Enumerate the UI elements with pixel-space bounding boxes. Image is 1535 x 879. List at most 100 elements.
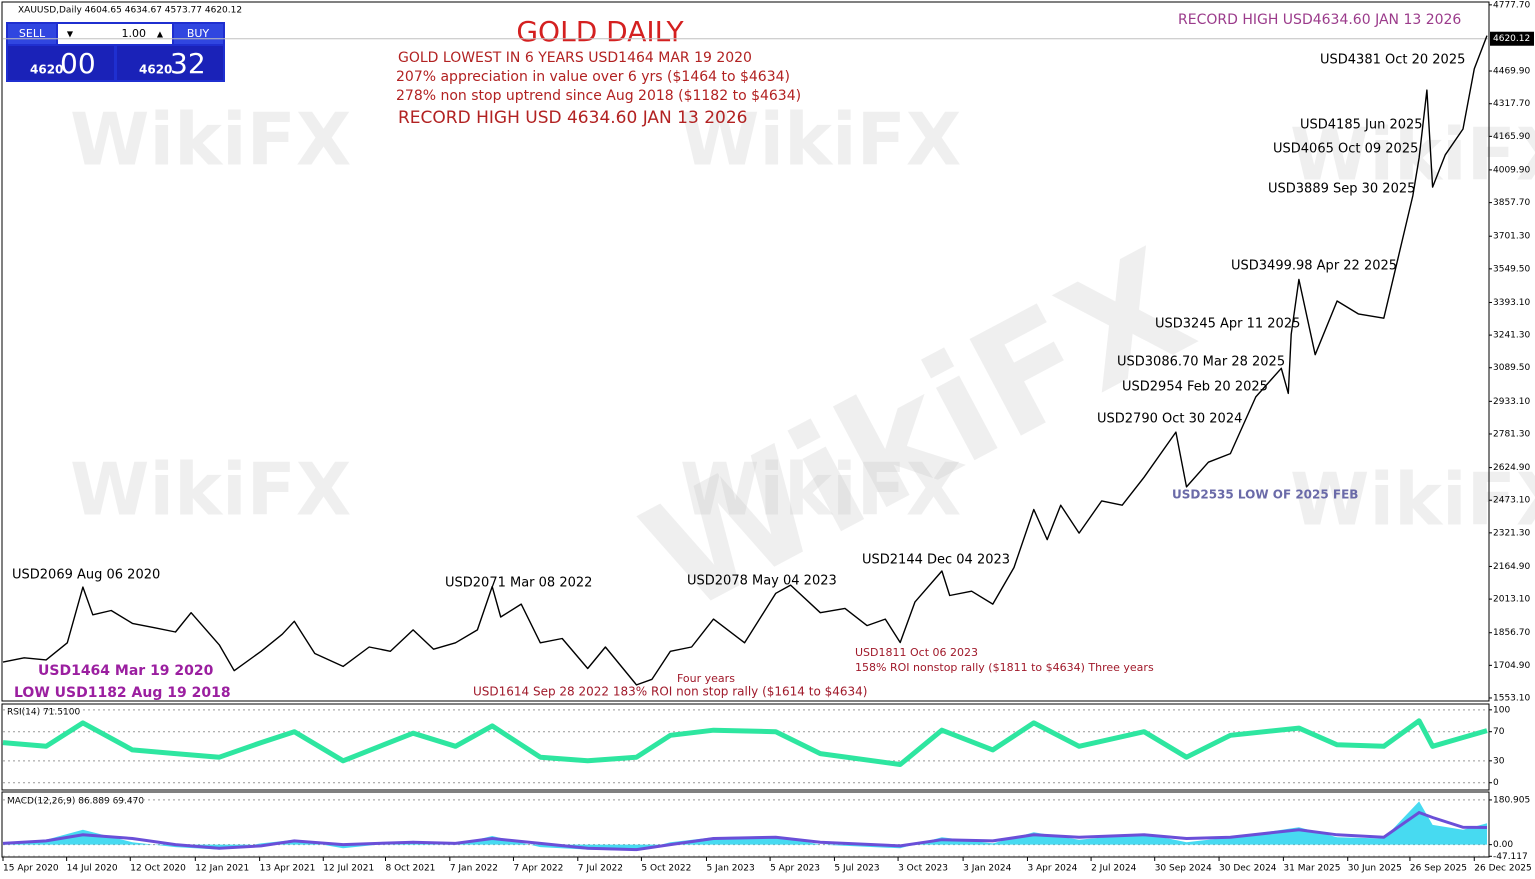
x-tick-label: 30 Dec 2024 <box>1219 864 1277 874</box>
annotation: USD2954 Feb 20 2025 <box>1122 380 1268 395</box>
macd-signal <box>2 810 1488 852</box>
bid-big: 4620 <box>30 63 63 77</box>
annotation: USD3499.98 Apr 22 2025 <box>1231 259 1397 274</box>
annotation: USD1614 Sep 28 2022 183% ROI non stop ra… <box>473 685 867 699</box>
rsi-title: RSI(14) 71.5100 <box>7 708 80 718</box>
annotation: USD4381 Oct 20 2025 <box>1320 53 1465 68</box>
macd-title: MACD(12,26,9) 86.889 69.470 <box>7 797 144 807</box>
ask-big: 4620 <box>139 63 172 77</box>
lot-value[interactable]: 1.00 <box>122 27 147 40</box>
x-tick-label: 14 Jul 2020 <box>67 864 118 874</box>
x-tick-label: 5 Oct 2022 <box>641 864 691 874</box>
x-tick-label: 2 Jul 2024 <box>1091 864 1136 874</box>
y-tick-label: 4469.90 <box>1493 67 1530 77</box>
x-tick-label: 12 Jan 2021 <box>195 864 249 874</box>
buy-label[interactable]: BUY <box>187 27 210 40</box>
y-tick-label: -47.117 <box>1493 852 1528 862</box>
x-tick-label: 7 Jan 2022 <box>450 864 498 874</box>
annotation: USD2535 LOW OF 2025 FEB <box>1172 488 1358 502</box>
price-line-series <box>2 35 1488 686</box>
y-tick-label: 3393.10 <box>1493 298 1530 308</box>
x-tick-label: 3 Oct 2023 <box>898 864 948 874</box>
trade-panel: SELL ▼ 1.00 ▲ BUY 4620 00 4620 32 <box>6 22 225 82</box>
x-tick-label: 13 Apr 2021 <box>260 864 316 874</box>
rsi-panel <box>1 703 1490 791</box>
y-tick-label: 3089.50 <box>1493 363 1530 373</box>
ask-box[interactable] <box>117 46 223 80</box>
annotation: USD2069 Aug 06 2020 <box>12 568 160 583</box>
x-tick-label: 3 Jan 2024 <box>963 864 1011 874</box>
annotation: Four years <box>677 672 735 685</box>
annotation: USD4065 Oct 09 2025 <box>1273 142 1418 157</box>
macd-panel <box>1 791 1490 858</box>
lot-input[interactable] <box>58 24 172 44</box>
y-tick-label: 2473.10 <box>1493 496 1530 506</box>
x-tick-label: 7 Apr 2022 <box>513 864 563 874</box>
annotation: 278% non stop uptrend since Aug 2018 ($1… <box>396 88 801 104</box>
annotation: USD2144 Dec 04 2023 <box>862 553 1010 568</box>
y-tick-label: 4009.90 <box>1493 165 1530 175</box>
price-panel <box>1 1 1490 702</box>
bid-box[interactable] <box>8 46 114 80</box>
y-tick-label: 2164.90 <box>1493 562 1530 572</box>
y-tick-label: 3241.30 <box>1493 331 1530 341</box>
ask-small: 32 <box>170 47 206 80</box>
annotation: USD3245 Apr 11 2025 <box>1155 317 1300 332</box>
y-tick-label: 1704.90 <box>1493 661 1530 671</box>
annotation: LOW USD1182 Aug 19 2018 <box>14 685 231 701</box>
y-tick-label: 4777.70 <box>1493 0 1530 10</box>
y-tick-label: 0 <box>1493 778 1499 788</box>
y-tick-label: 3549.50 <box>1493 264 1530 274</box>
price-label: 4620.12 <box>1493 34 1530 44</box>
symbol-info: XAUUSD,Daily 4604.65 4634.67 4573.77 462… <box>18 6 242 16</box>
x-tick-label: 30 Sep 2024 <box>1155 864 1212 874</box>
x-tick-label: 3 Apr 2024 <box>1027 864 1077 874</box>
annotation: RECORD HIGH USD 4634.60 JAN 13 2026 <box>398 108 747 128</box>
y-tick-label: 70 <box>1493 727 1505 737</box>
annotation: 158% ROI nonstop rally ($1811 to $4634) … <box>855 661 1154 674</box>
macd-histogram <box>3 801 1487 851</box>
annotation: USD2790 Oct 30 2024 <box>1097 412 1242 427</box>
annotation: USD1811 Oct 06 2023 <box>855 646 978 659</box>
sell-label[interactable]: SELL <box>19 27 46 40</box>
y-tick-label: 0.00 <box>1493 840 1513 850</box>
annotation: RECORD HIGH USD4634.60 JAN 13 2026 <box>1178 12 1461 28</box>
annotation: USD2071 Mar 08 2022 <box>445 576 592 591</box>
annotation: USD2078 May 04 2023 <box>687 574 837 589</box>
annotation: USD1464 Mar 19 2020 <box>38 663 214 679</box>
y-tick-label: 2321.30 <box>1493 528 1530 538</box>
y-tick-label: 1856.70 <box>1493 628 1530 638</box>
y-tick-label: 180.905 <box>1493 795 1530 805</box>
price-label-box <box>1490 31 1534 46</box>
x-tick-label: 26 Sep 2025 <box>1410 864 1467 874</box>
bid-small: 00 <box>60 47 96 80</box>
x-tick-label: 30 Jun 2025 <box>1348 864 1402 874</box>
annotation: USD3889 Sep 30 2025 <box>1268 182 1415 197</box>
x-tick-label: 12 Jul 2021 <box>323 864 374 874</box>
x-tick-label: 7 Jul 2022 <box>578 864 623 874</box>
x-tick-label: 31 Mar 2025 <box>1283 864 1340 874</box>
x-tick-label: 5 Jan 2023 <box>706 864 754 874</box>
y-tick-label: 3701.30 <box>1493 232 1530 242</box>
lot-down[interactable]: ▼ <box>67 30 74 39</box>
annotation: USD3086.70 Mar 28 2025 <box>1117 355 1285 370</box>
y-tick-label: 2933.10 <box>1493 397 1530 407</box>
y-tick-label: 2624.90 <box>1493 463 1530 473</box>
x-tick-label: 15 Apr 2020 <box>3 864 59 874</box>
lot-up[interactable]: ▲ <box>157 30 164 39</box>
x-tick-label: 5 Jul 2023 <box>834 864 879 874</box>
rsi-line <box>2 718 1488 767</box>
y-tick-label: 2013.10 <box>1493 595 1530 605</box>
x-tick-label: 8 Oct 2021 <box>385 864 435 874</box>
x-tick-label: 12 Oct 2020 <box>130 864 186 874</box>
x-tick-label: 5 Apr 2023 <box>770 864 820 874</box>
y-tick-label: 100 <box>1493 705 1510 715</box>
y-tick-label: 2781.30 <box>1493 429 1530 439</box>
annotation: GOLD LOWEST IN 6 YEARS USD1464 MAR 19 20… <box>398 50 752 66</box>
annotation: USD4185 Jun 2025 <box>1300 118 1423 133</box>
y-tick-label: 3857.70 <box>1493 198 1530 208</box>
y-tick-label: 30 <box>1493 756 1505 766</box>
y-tick-label: 4165.90 <box>1493 132 1530 142</box>
x-tick-label: 26 Dec 2025 <box>1474 864 1532 874</box>
